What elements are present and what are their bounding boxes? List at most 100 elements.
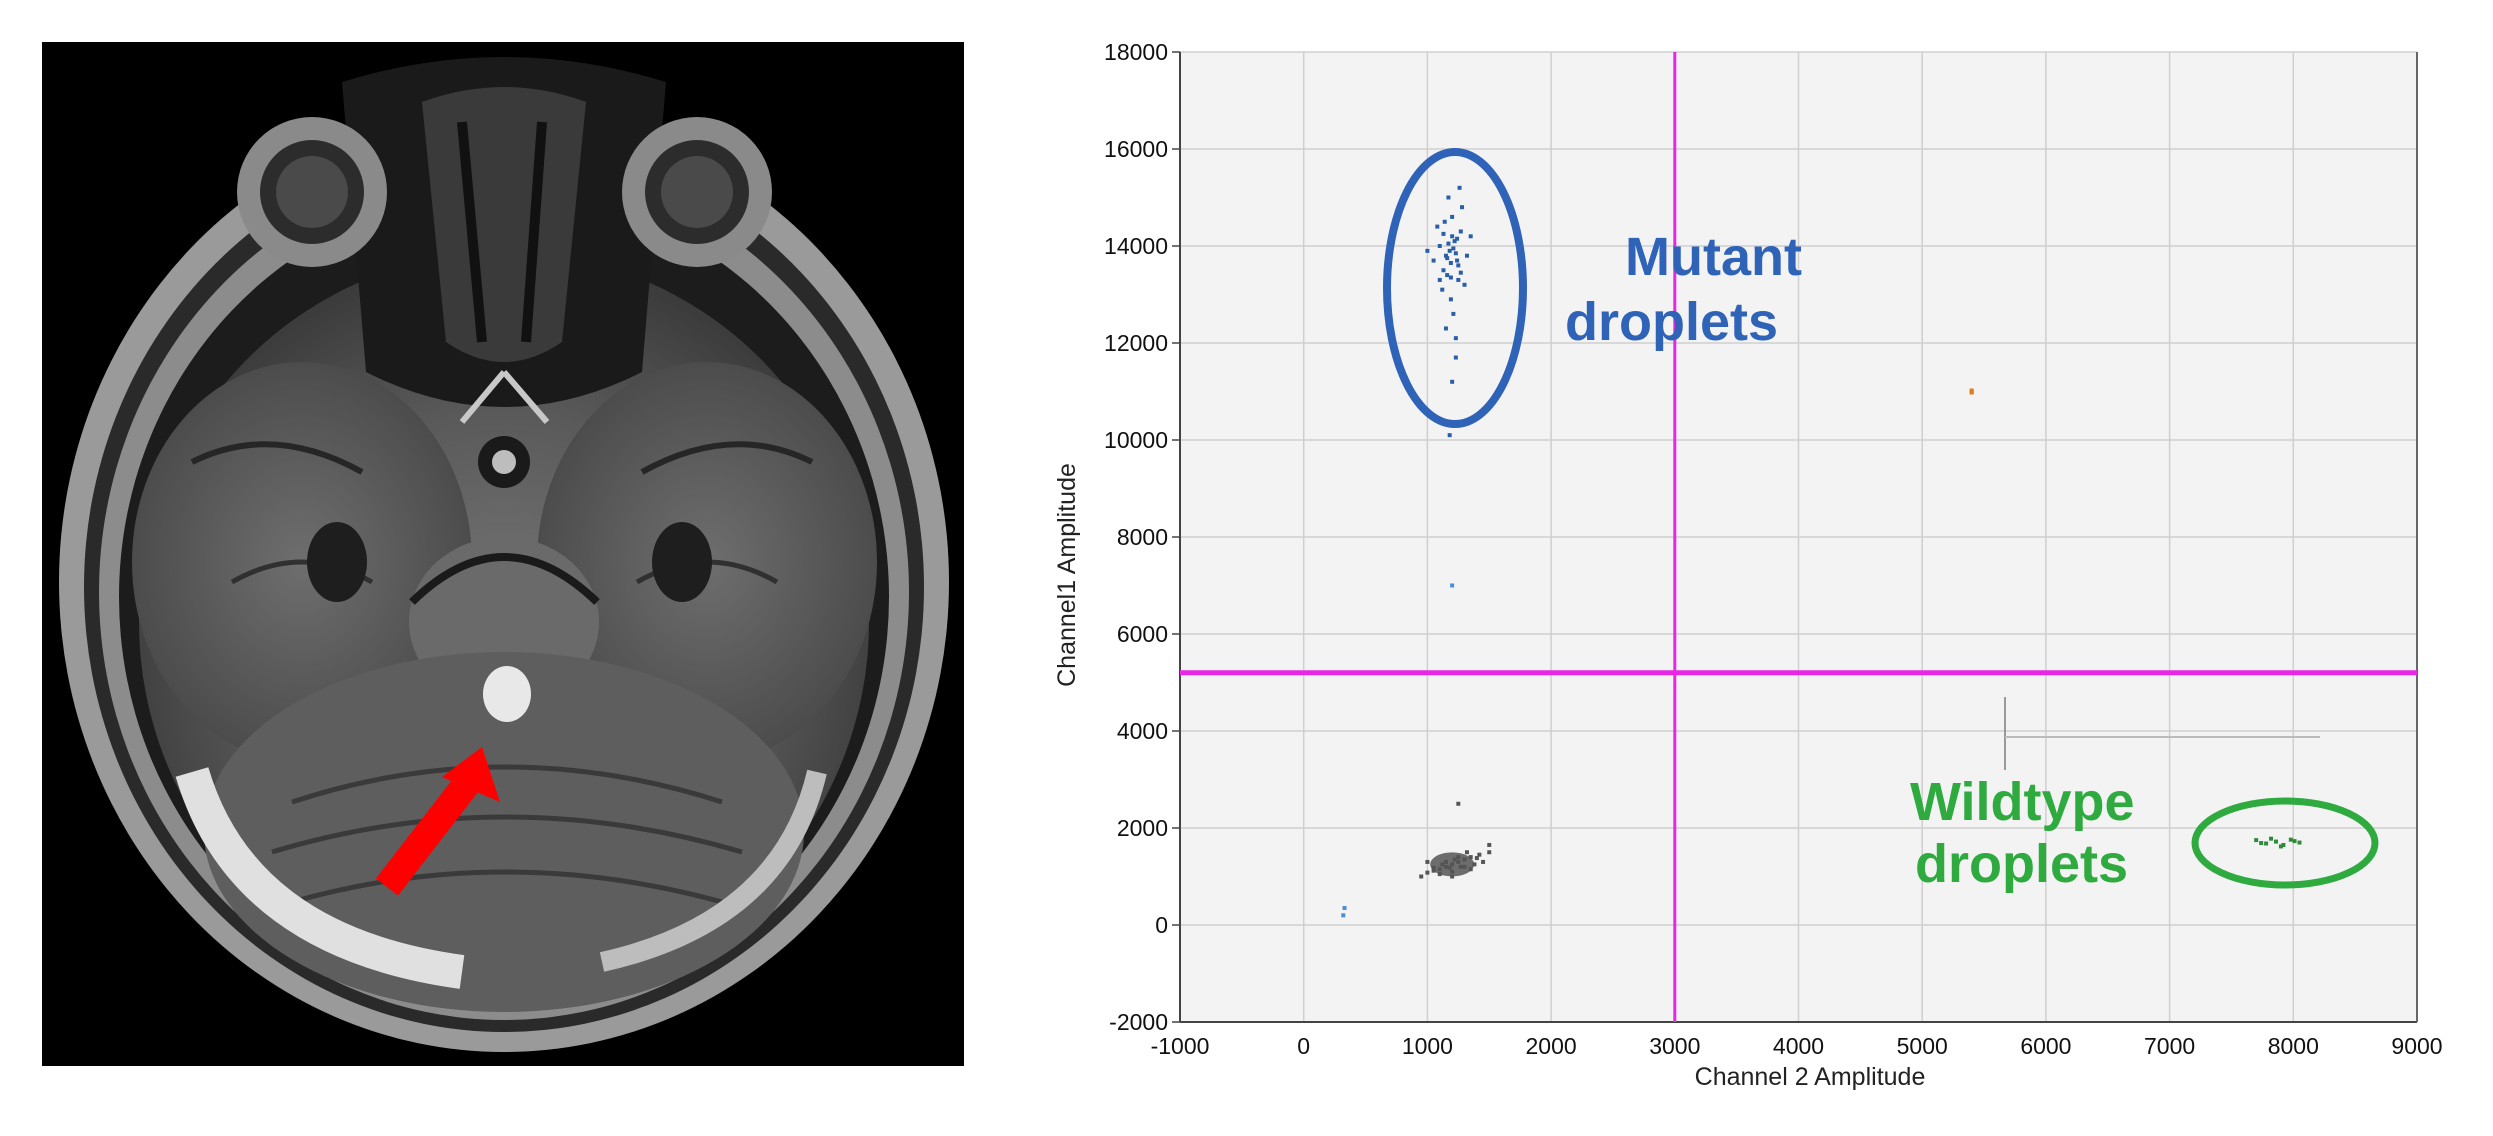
x-tick-label: 3000 [1649,1033,1700,1059]
wildtype-cluster-ellipse [2191,797,2379,889]
droplet-point [1441,268,1446,273]
droplet-point [1468,855,1473,860]
droplet-point [1452,239,1457,244]
droplet-point [2254,838,2259,843]
droplet-point [1458,229,1463,234]
droplet-point [1453,336,1458,341]
x-axis-title: Channel 2 Amplitude [1695,1063,1926,1091]
droplet-point [1457,185,1462,190]
y-tick-label: 12000 [1104,330,1168,356]
droplet-point [1487,850,1492,855]
x-tick-label: 4000 [1773,1033,1824,1059]
droplet-point [1448,275,1453,280]
droplet-point [1441,231,1446,236]
droplet-point [2269,836,2274,841]
droplet-point [1440,287,1445,292]
droplet-point [2273,839,2278,844]
droplet-point [1455,258,1460,263]
x-tick-label: 9000 [2391,1033,2442,1059]
droplet-point [1451,311,1456,316]
x-tick-label: 2000 [1526,1033,1577,1059]
droplet-point [1425,870,1430,875]
droplet-point [1445,273,1450,278]
y-tick-label: -2000 [1109,1009,1168,1035]
droplet-point [1341,913,1346,918]
droplet-point [1446,241,1451,246]
x-tick-label: 0 [1297,1033,1310,1059]
droplet-point [2281,842,2286,847]
droplet-point [1450,874,1455,879]
ddpcr-scatter-plot: -1000 0 1000 2000 3000 4000 5000 6000 7000 8000 90… [1053,39,2443,1091]
droplet-point [1456,263,1461,268]
x-tick-label: 1000 [1402,1033,1453,1059]
x-tick-label: -1000 [1151,1033,1210,1059]
droplet-point [1456,801,1461,806]
y-tick-label: 14000 [1104,233,1168,259]
droplet-point [1445,256,1450,261]
grid-lines [1172,51,2418,1023]
droplet-point [1447,433,1452,438]
droplet-point [2297,840,2302,845]
droplet-point [2264,841,2269,846]
droplet-point [1448,297,1453,302]
droplet-point [1450,583,1455,588]
droplet-point [1437,244,1442,248]
droplet-point [1464,253,1469,258]
x-tick-label: 8000 [2268,1033,2319,1059]
x-tick-label: 5000 [1897,1033,1948,1059]
droplet-point [1456,277,1461,282]
y-tick-label: 8000 [1117,524,1168,550]
cerebellum [204,652,804,1012]
droplet-point [1477,852,1482,857]
droplet-point [1443,253,1448,258]
y-axis-title: Channel1 Amplitude [1053,463,1081,687]
y-tick-label: 0 [1155,912,1168,938]
y-tick-label: 4000 [1117,718,1168,744]
outlier-point-orange [1969,388,1974,395]
droplet-points [1341,185,2302,918]
y-tick-label: 10000 [1104,427,1168,453]
x-axis-ticks: -1000 0 1000 2000 3000 4000 5000 6000 7000 8000 90… [1151,1033,2443,1059]
x-tick-label: 7000 [2144,1033,2195,1059]
droplet-point [1442,219,1447,224]
droplet-point [1464,850,1469,855]
droplet-point [1455,236,1460,241]
droplet-point [2292,839,2297,844]
droplet-point [1453,355,1458,360]
droplet-point [1435,224,1440,229]
droplet-point [1453,251,1458,256]
droplet-point [1451,246,1456,251]
droplet-point [1458,270,1463,275]
enhancing-lesion [483,666,531,722]
red-arrow-icon [375,747,500,896]
droplet-point [1450,234,1455,239]
droplet-point [1474,856,1479,861]
y-tick-label: 18000 [1104,39,1168,65]
droplet-point [1450,214,1455,219]
mri-scan-panel [42,42,964,1066]
droplet-point [1419,874,1424,879]
droplet-point [1447,248,1452,253]
droplet-point [1450,379,1455,384]
droplet-point [1425,859,1430,864]
droplet-point [1448,260,1453,265]
droplet-point [1443,326,1448,331]
droplet-point [1342,906,1347,911]
droplet-plot-panel: -1000 0 1000 2000 3000 4000 5000 6000 7000 8000 90… [1000,0,2493,1136]
y-tick-label: 6000 [1117,621,1168,647]
y-tick-label: 16000 [1104,136,1168,162]
droplet-point [1472,862,1477,867]
droplet-point [1431,258,1436,263]
wildtype-label-line2: droplets [1915,834,2128,894]
droplet-point [1462,282,1467,287]
wildtype-label-line1: Wildtype [1910,772,2135,832]
mutant-label-line1: Mutant [1625,227,1802,287]
droplet-point [1468,234,1473,239]
droplet-point [1460,205,1465,210]
mutant-cluster-ellipse [1383,148,1527,428]
x-tick-label: 6000 [2020,1033,2071,1059]
y-axis-ticks: -2000 0 2000 4000 6000 8000 10000 12000 14000 160… [1104,39,1168,1035]
droplet-point [1487,842,1492,847]
mutant-label-line2: droplets [1565,292,1778,352]
droplet-point [2288,837,2293,842]
